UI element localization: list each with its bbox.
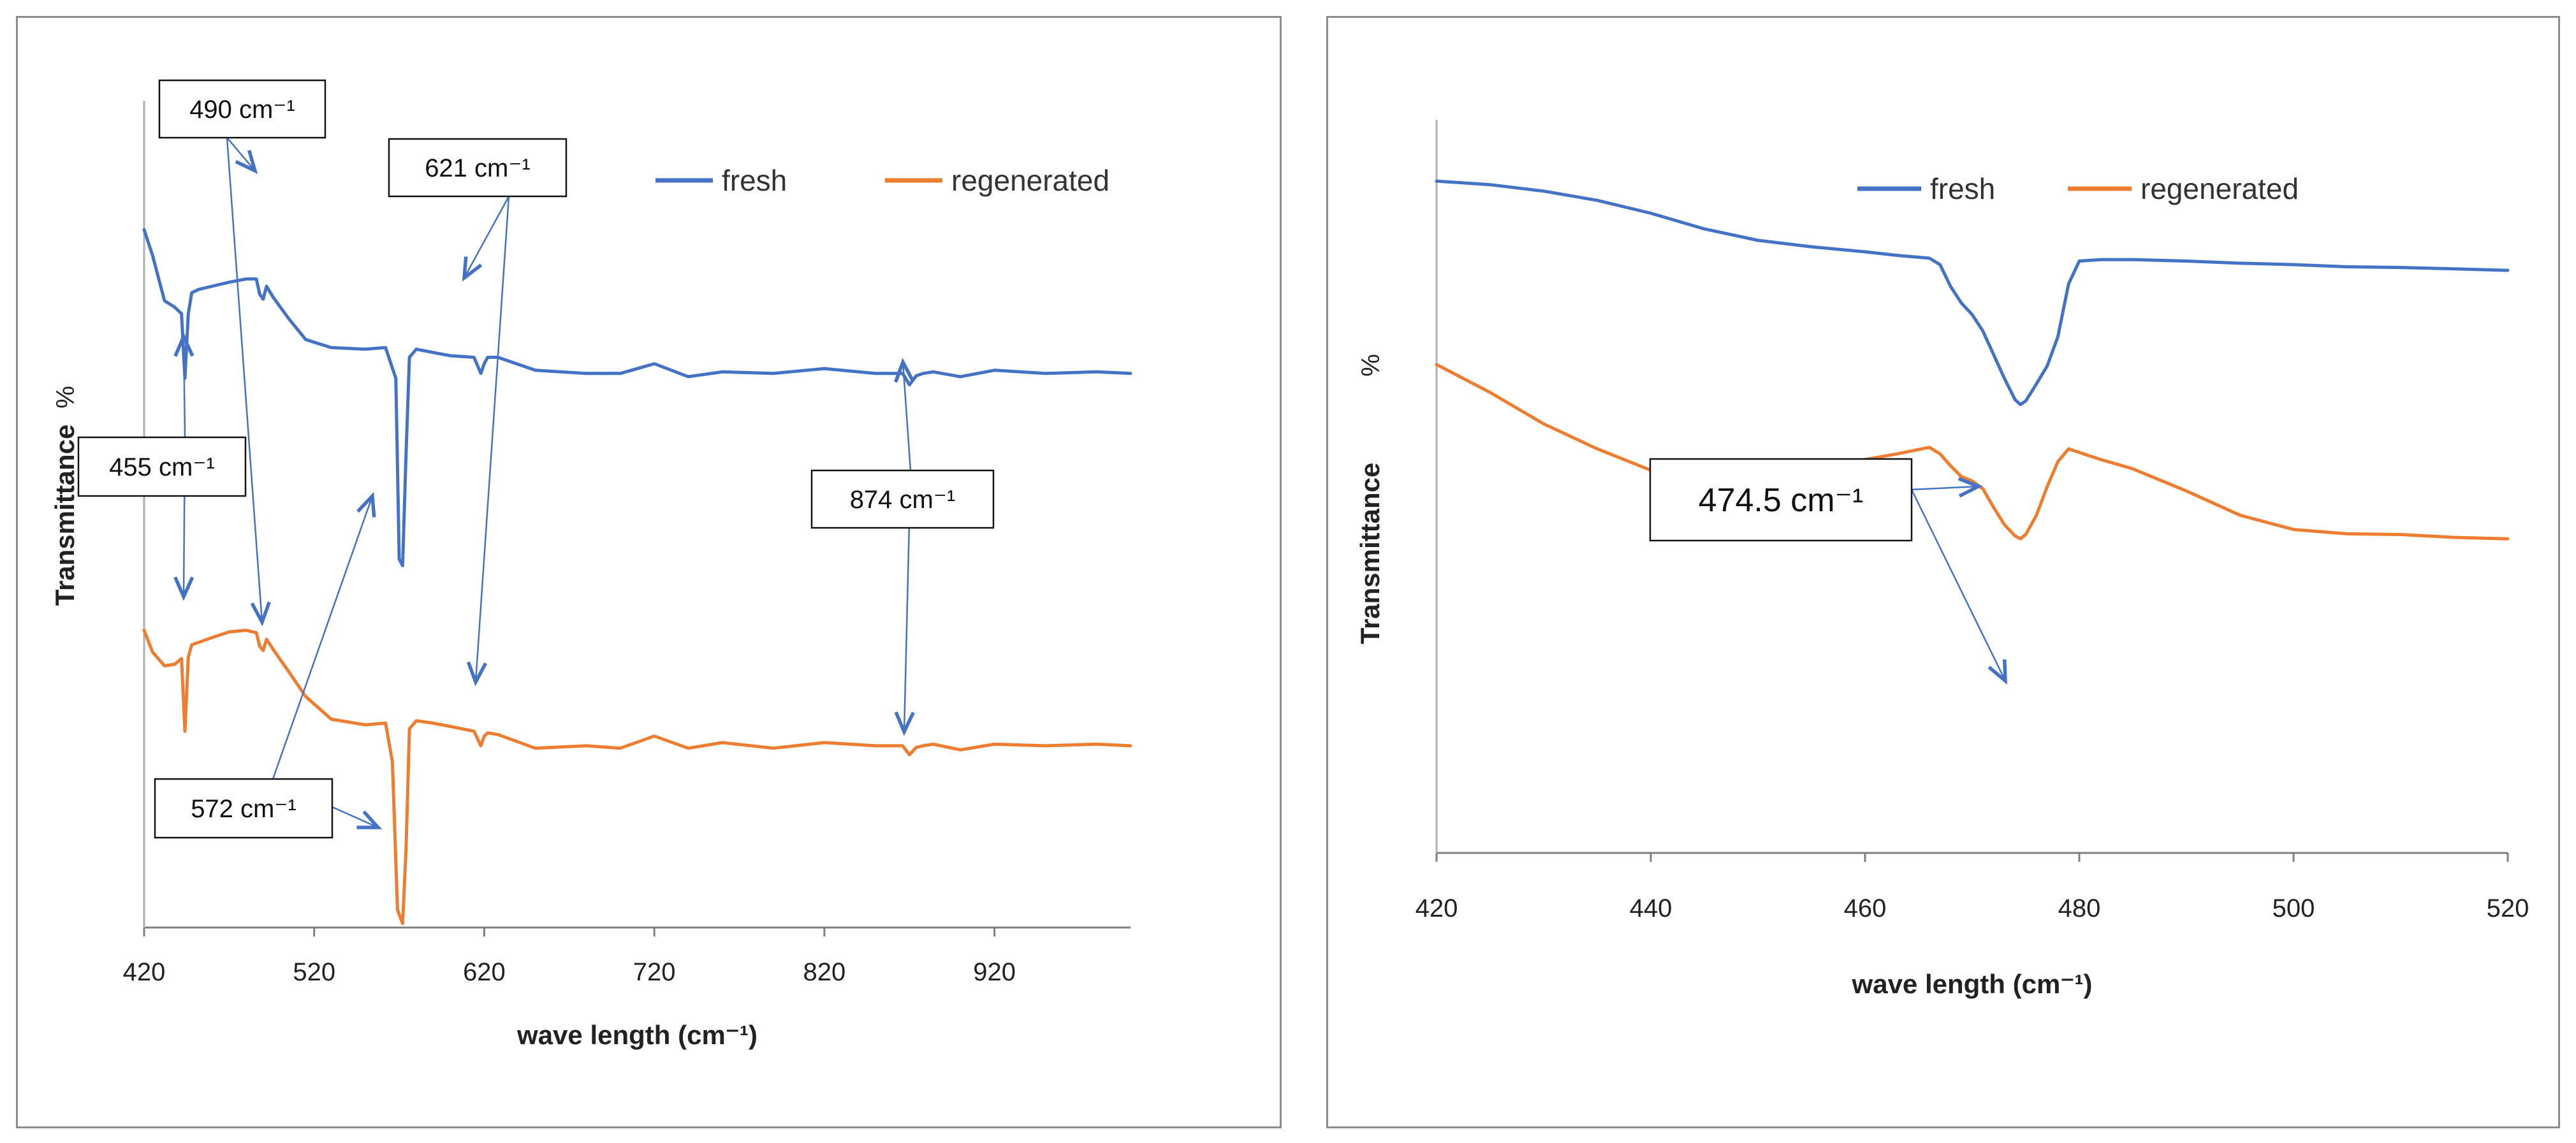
annotation-arrow (173, 332, 194, 438)
x-tick-label-440: 440 (1630, 894, 1672, 922)
annotation-arrow (1911, 477, 1983, 498)
x-tick-label-620: 620 (463, 958, 506, 986)
legend-label-regenerated: regenerated (951, 164, 1109, 197)
chart-right-svg: 420 440 460 480 500 520 wave length (cm⁻¹) Tran… (1355, 120, 2529, 999)
annotation-arrow (332, 806, 383, 829)
annotation-arrow (462, 196, 510, 282)
annotation-label: 455 cm⁻¹ (109, 453, 215, 481)
annotation-box (154, 778, 333, 839)
x-axis-title: wave length (cm⁻¹) (1852, 969, 2093, 999)
annotation-label: 621 cm⁻¹ (425, 154, 531, 182)
annotation-arrow (1910, 489, 2007, 685)
x-axis-title: wave length (cm⁻¹) (516, 1020, 757, 1050)
y-axis-title: Transmittance (1355, 463, 1385, 644)
legend-label-fresh: fresh (722, 164, 787, 197)
x-tick-label-480: 480 (2058, 894, 2101, 922)
legend-label-fresh: fresh (1930, 172, 1995, 205)
x-tick-label-520: 520 (2487, 894, 2529, 922)
x-tick-label-520: 520 (293, 958, 335, 986)
annotation-label: 874 cm⁻¹ (850, 486, 956, 514)
x-tick-label-920: 920 (973, 958, 1016, 986)
y-axis-title: Transmittance (50, 425, 80, 606)
annotation-label: 490 cm⁻¹ (189, 96, 295, 124)
annotation-arrow (466, 196, 510, 687)
y-axis-unit: % (1357, 354, 1385, 377)
annotation-box (158, 79, 326, 139)
y-axis-unit: % (52, 386, 80, 409)
annotation-box (388, 138, 567, 198)
annotation-box (1649, 458, 1913, 542)
series-line-regenerated (142, 629, 1132, 926)
annotation-arrow (272, 491, 376, 780)
chart-panel-right: 420 440 460 480 500 520 wave length (cm⁻¹) Tran… (1326, 16, 2560, 1128)
chart-panel-left: 420 520 620 720 820 920 wave length (cm⁻¹) Tran… (16, 16, 1282, 1128)
series-line-fresh (1435, 179, 2510, 407)
x-tick-label-420: 420 (123, 958, 166, 986)
x-tick-label-820: 820 (803, 958, 846, 986)
annotation-box (810, 469, 995, 529)
series-line-regenerated (1435, 363, 2510, 541)
annotation-label: 572 cm⁻¹ (191, 795, 296, 823)
x-tick-label-420: 420 (1416, 894, 1458, 922)
annotation-arrow (226, 137, 271, 627)
legend-label-regenerated: regenerated (2141, 172, 2299, 205)
x-tick-label-720: 720 (633, 958, 676, 986)
annotation-label: 474.5 cm⁻¹ (1699, 482, 1864, 519)
x-tick-label-500: 500 (2272, 894, 2315, 922)
annotation-box (77, 436, 247, 497)
chart-left-svg: 420 520 620 720 820 920 wave length (cm⁻¹) Tran… (50, 79, 1132, 1050)
annotation-arrow (894, 358, 915, 471)
x-tick-label-460: 460 (1844, 894, 1887, 922)
annotation-arrow (226, 137, 258, 175)
